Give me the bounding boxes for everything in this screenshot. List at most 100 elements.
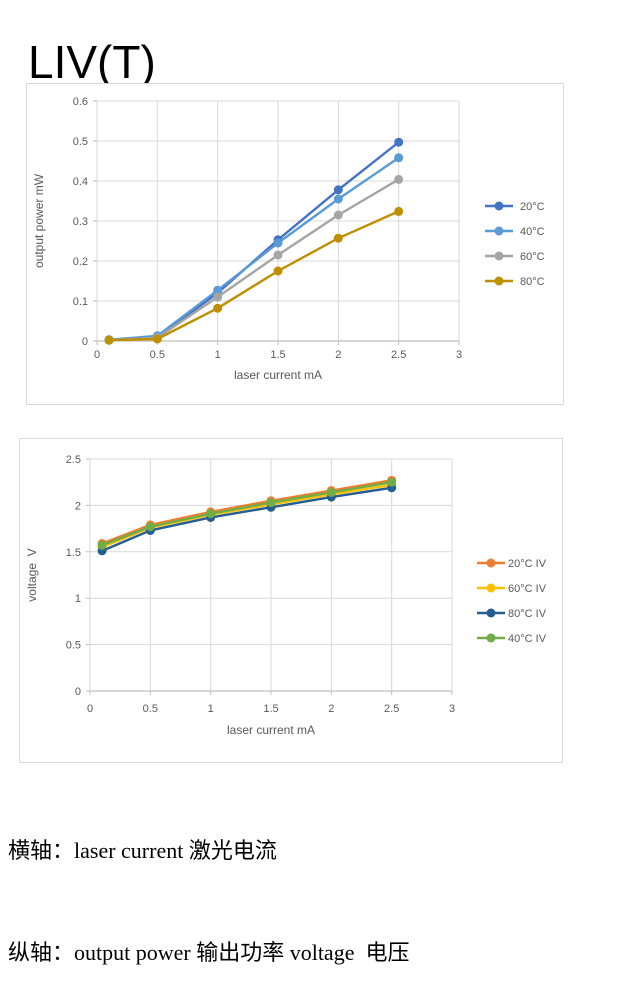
chart-legend: 20°C IV 60°C IV 80°C IV 40°C IV: [477, 558, 547, 645]
legend-item: 60°C: [485, 251, 545, 263]
x-tick-label: 1: [208, 703, 214, 715]
legend-marker-icon: [486, 558, 496, 568]
tick-labels: 0 0.5 1 1.5 2 2.5 3 0 0.5 1 1.5 2 2.5: [66, 454, 455, 715]
y-tick-label: 0.1: [73, 296, 88, 308]
legend-marker-icon: [486, 608, 496, 618]
legend-item: 40°C: [485, 226, 545, 238]
legend-label: 60°C IV: [508, 583, 547, 595]
x-tick-label: 2.5: [391, 349, 406, 361]
x-tick-label: 2.5: [384, 703, 399, 715]
series-line: [101, 481, 392, 547]
y-axis-label: voltage V: [25, 548, 39, 601]
data-point-marker: [333, 194, 343, 204]
legend-item: 80°C IV: [477, 608, 547, 620]
y-tick-label: 2.5: [66, 454, 81, 466]
data-point-marker: [387, 477, 397, 487]
legend-marker-icon: [494, 276, 504, 286]
x-tick-label: 3: [449, 703, 455, 715]
legend-marker-icon: [486, 583, 496, 593]
voltage-chart: 0 0.5 1 1.5 2 2.5 3 0 0.5 1 1.5 2 2.5 laser current m…: [19, 438, 563, 763]
y-axis-label: output power mW: [32, 173, 46, 268]
data-point-marker: [273, 250, 283, 260]
y-tick-label: 1: [75, 593, 81, 605]
legend-label: 40°C: [520, 226, 545, 238]
output-power-chart-svg: 0 0.5 1 1.5 2 2.5 3 0 0.1 0.2 0.3 0.4 0.5 0.6 laser cu…: [32, 96, 545, 382]
x-tick-label: 2: [328, 703, 334, 715]
data-point-marker: [333, 233, 343, 243]
legend-label: 40°C IV: [508, 633, 547, 645]
x-tick-label: 1: [215, 349, 221, 361]
output-power-chart: 0 0.5 1 1.5 2 2.5 3 0 0.1 0.2 0.3 0.4 0.5 0.6 laser cu…: [26, 83, 564, 405]
y-tick-label: 0.6: [73, 96, 88, 108]
data-point-marker: [145, 522, 155, 532]
data-point-marker: [213, 303, 223, 313]
data-point-marker: [394, 174, 404, 184]
data-point-marker: [273, 266, 283, 276]
legend-marker-icon: [494, 201, 504, 211]
legend-label: 20°C: [520, 201, 545, 213]
tick-labels: 0 0.5 1 1.5 2 2.5 3 0 0.1 0.2 0.3 0.4 0.5 0.6: [73, 96, 462, 361]
series-line: [109, 210, 400, 342]
data-point-marker: [394, 137, 404, 147]
legend-label: 80°C: [520, 276, 545, 288]
data-point-marker: [273, 238, 283, 248]
gridlines: [89, 458, 453, 692]
series-line: [101, 486, 392, 552]
data-point-marker: [152, 334, 162, 344]
chart-legend: 20°C 40°C 60°C 80°C: [485, 201, 545, 288]
data-point-marker: [266, 498, 276, 508]
y-tick-label: 2: [75, 500, 81, 512]
x-tick-label: 0: [87, 703, 93, 715]
data-point-marker: [206, 509, 216, 519]
series-20°C: [104, 137, 404, 345]
x-tick-label: 0.5: [150, 349, 165, 361]
series-60°C IV: [97, 480, 397, 552]
data-point-marker: [213, 285, 223, 295]
legend-item: 60°C IV: [477, 583, 547, 595]
x-tick-label: 0.5: [143, 703, 158, 715]
legend-label: 80°C IV: [508, 608, 547, 620]
footnote-horizontal-axis: 横轴：laser current 激光电流: [8, 838, 277, 863]
data-point-marker: [326, 487, 336, 497]
x-axis-label: laser current mA: [227, 723, 315, 737]
data-point-marker: [213, 292, 223, 302]
legend-marker-icon: [494, 251, 504, 261]
series-40°C: [104, 153, 404, 345]
y-tick-label: 0.3: [73, 216, 88, 228]
data-point-marker: [394, 153, 404, 163]
series-line: [108, 141, 400, 341]
data-point-marker: [104, 335, 114, 345]
voltage-chart-svg: 0 0.5 1 1.5 2 2.5 3 0 0.5 1 1.5 2 2.5 laser current m…: [25, 454, 547, 737]
y-tick-label: 0: [75, 686, 81, 698]
legend-marker-icon: [486, 633, 496, 643]
legend-item: 20°C: [485, 201, 545, 213]
data-point-marker: [333, 185, 343, 195]
data-point-marker: [97, 540, 107, 550]
axis-legend-notes: 横轴：laser current 激光电流 纵轴：output power 输出…: [8, 766, 409, 1004]
x-tick-label: 3: [456, 349, 462, 361]
x-tick-label: 0: [94, 349, 100, 361]
series-line: [108, 156, 400, 341]
gridlines: [96, 100, 460, 342]
axes: [93, 100, 460, 345]
data-point-marker: [394, 206, 404, 216]
page-title: LIV(T): [28, 35, 156, 88]
y-tick-label: 0.5: [66, 640, 81, 652]
legend-item: 20°C IV: [477, 558, 547, 570]
y-tick-label: 1.5: [66, 547, 81, 559]
y-tick-label: 0: [82, 336, 88, 348]
axes: [86, 458, 453, 695]
series-80°C IV: [97, 483, 397, 556]
legend-item: 40°C IV: [477, 633, 547, 645]
x-tick-label: 2: [335, 349, 341, 361]
legend-label: 20°C IV: [508, 558, 547, 570]
y-tick-label: 0.5: [73, 136, 88, 148]
data-point-marker: [333, 210, 343, 220]
x-axis-label: laser current mA: [234, 368, 322, 382]
y-tick-label: 0.2: [73, 256, 88, 268]
legend-marker-icon: [494, 226, 504, 236]
footnote-vertical-axis: 纵轴：output power 输出功率 voltage 电压: [8, 940, 410, 965]
x-tick-label: 1.5: [263, 703, 278, 715]
legend-item: 80°C: [485, 276, 545, 288]
legend-label: 60°C: [520, 251, 545, 263]
